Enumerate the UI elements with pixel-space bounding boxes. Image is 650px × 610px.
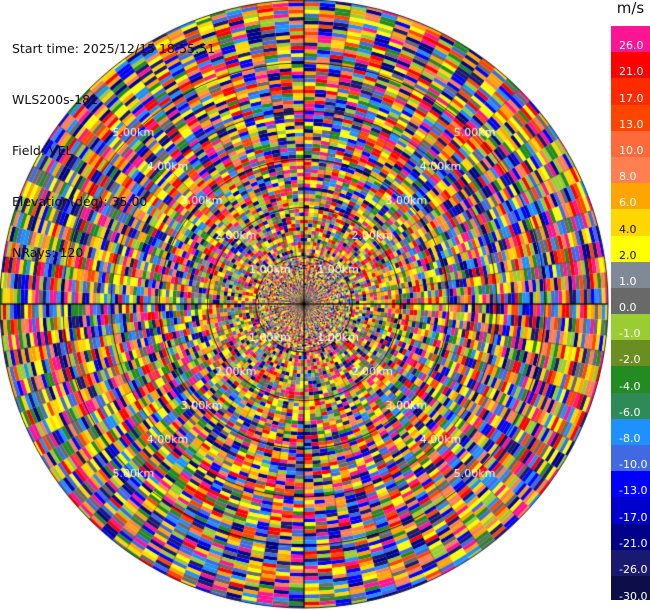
- colorbar-tick-label: -13.0: [619, 484, 648, 498]
- site-name-text: WLS200s-181: [12, 92, 98, 107]
- colorbar-step: 1.0: [611, 261, 650, 288]
- ppi-velocity-plot: [0, 0, 611, 610]
- colorbar-step: -17.0: [611, 497, 650, 524]
- colorbar-step: 26.0: [611, 26, 650, 53]
- colorbar-tick-label: -1.0: [619, 327, 641, 341]
- colorbar-step: -4.0: [611, 366, 650, 393]
- colorbar-step: 8.0: [611, 156, 650, 184]
- start-time-text: Start time: 2025/12/15 18:55:51: [12, 41, 216, 56]
- nrays-text: NRays: 120: [12, 245, 84, 260]
- colorbar-tick-label: 1.0: [619, 274, 637, 288]
- scan-info-panel: Start time: 2025/12/15 18:55:51 WLS200s-…: [12, 6, 215, 278]
- colorbar-step: [611, 575, 650, 600]
- colorbar-step: 10.0: [611, 130, 650, 157]
- colorbar-step: -10.0: [611, 445, 650, 472]
- colorbar-tick-label: 26.0: [619, 39, 644, 53]
- colorbar-step: 17.0: [611, 78, 650, 105]
- colorbar-step: -1.0: [611, 314, 650, 341]
- colorbar-tick-label: 6.0: [619, 196, 637, 210]
- colorbar-step: -21.0: [611, 523, 650, 550]
- colorbar-step: -2.0: [611, 340, 650, 367]
- colorbar-step: 21.0: [611, 52, 650, 79]
- colorbar-unit-label: m/s: [616, 0, 645, 17]
- colorbar-tick-label: 17.0: [619, 91, 644, 105]
- colorbar-tick-label: 8.0: [619, 170, 637, 184]
- colorbar-step: 13.0: [611, 104, 650, 131]
- colorbar-tick-label: -21.0: [619, 536, 648, 550]
- colorbar-step: -13.0: [611, 471, 650, 498]
- colorbar-steps: 26.0 21.0 17.0 13.0 10.0 8.0 6.0 4.0 2.0 1.0 0.0 -1…: [611, 26, 650, 600]
- field-text: Field: VEL: [12, 143, 73, 158]
- colorbar-step: -6.0: [611, 392, 650, 419]
- colorbar-step: -8.0: [611, 418, 650, 445]
- colorbar-step: -26.0: [611, 549, 650, 576]
- colorbar-tick-label: 10.0: [619, 143, 644, 157]
- colorbar-step: 2.0: [611, 235, 650, 262]
- velocity-colorbar: m/s 26.0 21.0 17.0 13.0 10.0 8.0 6.0 4.0 2.0 1.0 0…: [611, 0, 650, 610]
- colorbar-tick-label: -4.0: [619, 379, 641, 393]
- colorbar-tick-label: -26.0: [619, 562, 648, 576]
- colorbar-step: 0.0: [611, 287, 650, 315]
- colorbar-tick-label: 0.0: [619, 301, 637, 315]
- colorbar-tick-label: -17.0: [619, 510, 648, 524]
- colorbar-tick-label: -2.0: [619, 353, 641, 367]
- colorbar-step: 4.0: [611, 209, 650, 236]
- colorbar-tick-label: 21.0: [619, 65, 644, 79]
- elevation-text: Elevation(deg): 35.00: [12, 194, 148, 209]
- colorbar-tick-label: -8.0: [619, 432, 641, 445]
- colorbar-tick-label: 2.0: [619, 248, 637, 262]
- colorbar-tick-label: -6.0: [619, 405, 641, 419]
- colorbar-step: 6.0: [611, 183, 650, 210]
- colorbar-bottom-label: -30.0: [619, 590, 648, 603]
- colorbar-tick-label: 13.0: [619, 117, 644, 131]
- colorbar-tick-label: 4.0: [619, 222, 637, 236]
- colorbar-tick-label: -10.0: [619, 458, 648, 472]
